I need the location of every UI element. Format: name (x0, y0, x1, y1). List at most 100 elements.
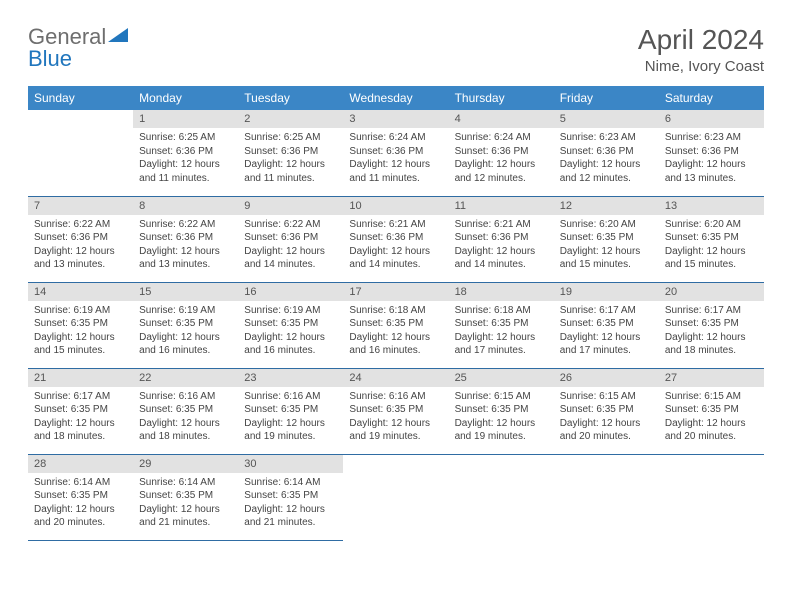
day-number: 4 (449, 110, 554, 128)
daylight-text: Daylight: 12 hours and 18 minutes. (34, 417, 127, 444)
day-cell: 25Sunrise: 6:15 AMSunset: 6:35 PMDayligh… (449, 368, 554, 454)
day-number: 27 (659, 369, 764, 387)
sunrise-text: Sunrise: 6:18 AM (455, 304, 548, 318)
day-details: Sunrise: 6:22 AMSunset: 6:36 PMDaylight:… (133, 215, 238, 275)
day-number: 21 (28, 369, 133, 387)
day-cell: 13Sunrise: 6:20 AMSunset: 6:35 PMDayligh… (659, 196, 764, 282)
daylight-text: Daylight: 12 hours and 13 minutes. (665, 158, 758, 185)
title-block: April 2024 Nime, Ivory Coast (638, 24, 764, 75)
sunset-text: Sunset: 6:35 PM (139, 489, 232, 503)
sunset-text: Sunset: 6:36 PM (455, 145, 548, 159)
daylight-text: Daylight: 12 hours and 17 minutes. (455, 331, 548, 358)
sunset-text: Sunset: 6:35 PM (139, 403, 232, 417)
sunset-text: Sunset: 6:35 PM (244, 403, 337, 417)
day-number: 12 (554, 197, 659, 215)
daylight-text: Daylight: 12 hours and 15 minutes. (560, 245, 653, 272)
daylight-text: Daylight: 12 hours and 20 minutes. (665, 417, 758, 444)
week-row: 7Sunrise: 6:22 AMSunset: 6:36 PMDaylight… (28, 196, 764, 282)
sunrise-text: Sunrise: 6:14 AM (244, 476, 337, 490)
calendar-table: Sunday Monday Tuesday Wednesday Thursday… (28, 86, 764, 541)
day-number: 30 (238, 455, 343, 473)
day-cell: 5Sunrise: 6:23 AMSunset: 6:36 PMDaylight… (554, 110, 659, 196)
day-number: 10 (343, 197, 448, 215)
weekday-header: Wednesday (343, 86, 448, 110)
sunrise-text: Sunrise: 6:21 AM (455, 218, 548, 232)
daylight-text: Daylight: 12 hours and 19 minutes. (455, 417, 548, 444)
sunset-text: Sunset: 6:35 PM (560, 403, 653, 417)
day-number: 29 (133, 455, 238, 473)
sunset-text: Sunset: 6:36 PM (455, 231, 548, 245)
day-number: 22 (133, 369, 238, 387)
day-number: 23 (238, 369, 343, 387)
sunset-text: Sunset: 6:35 PM (665, 231, 758, 245)
day-cell: 3Sunrise: 6:24 AMSunset: 6:36 PMDaylight… (343, 110, 448, 196)
day-number: 15 (133, 283, 238, 301)
day-number: 16 (238, 283, 343, 301)
day-cell: 4Sunrise: 6:24 AMSunset: 6:36 PMDaylight… (449, 110, 554, 196)
day-cell (659, 454, 764, 540)
sunset-text: Sunset: 6:36 PM (139, 145, 232, 159)
sunrise-text: Sunrise: 6:22 AM (139, 218, 232, 232)
sunset-text: Sunset: 6:36 PM (349, 231, 442, 245)
weekday-header: Tuesday (238, 86, 343, 110)
weekday-row: Sunday Monday Tuesday Wednesday Thursday… (28, 86, 764, 110)
day-cell: 8Sunrise: 6:22 AMSunset: 6:36 PMDaylight… (133, 196, 238, 282)
day-cell: 6Sunrise: 6:23 AMSunset: 6:36 PMDaylight… (659, 110, 764, 196)
daylight-text: Daylight: 12 hours and 11 minutes. (244, 158, 337, 185)
sunset-text: Sunset: 6:36 PM (34, 231, 127, 245)
day-details: Sunrise: 6:16 AMSunset: 6:35 PMDaylight:… (238, 387, 343, 447)
day-cell: 10Sunrise: 6:21 AMSunset: 6:36 PMDayligh… (343, 196, 448, 282)
day-details: Sunrise: 6:23 AMSunset: 6:36 PMDaylight:… (554, 128, 659, 188)
sunset-text: Sunset: 6:36 PM (139, 231, 232, 245)
daylight-text: Daylight: 12 hours and 16 minutes. (349, 331, 442, 358)
sunrise-text: Sunrise: 6:18 AM (349, 304, 442, 318)
weekday-header: Monday (133, 86, 238, 110)
sunrise-text: Sunrise: 6:25 AM (139, 131, 232, 145)
day-number: 14 (28, 283, 133, 301)
day-cell: 23Sunrise: 6:16 AMSunset: 6:35 PMDayligh… (238, 368, 343, 454)
daylight-text: Daylight: 12 hours and 16 minutes. (139, 331, 232, 358)
daylight-text: Daylight: 12 hours and 14 minutes. (455, 245, 548, 272)
day-cell: 26Sunrise: 6:15 AMSunset: 6:35 PMDayligh… (554, 368, 659, 454)
sunrise-text: Sunrise: 6:20 AM (560, 218, 653, 232)
day-number: 17 (343, 283, 448, 301)
day-details: Sunrise: 6:25 AMSunset: 6:36 PMDaylight:… (133, 128, 238, 188)
weekday-header: Friday (554, 86, 659, 110)
daylight-text: Daylight: 12 hours and 20 minutes. (560, 417, 653, 444)
day-number: 1 (133, 110, 238, 128)
day-number: 19 (554, 283, 659, 301)
sunrise-text: Sunrise: 6:22 AM (244, 218, 337, 232)
sunrise-text: Sunrise: 6:22 AM (34, 218, 127, 232)
day-cell: 20Sunrise: 6:17 AMSunset: 6:35 PMDayligh… (659, 282, 764, 368)
day-details: Sunrise: 6:24 AMSunset: 6:36 PMDaylight:… (449, 128, 554, 188)
day-cell: 29Sunrise: 6:14 AMSunset: 6:35 PMDayligh… (133, 454, 238, 540)
sunset-text: Sunset: 6:35 PM (560, 317, 653, 331)
day-details: Sunrise: 6:14 AMSunset: 6:35 PMDaylight:… (238, 473, 343, 533)
day-details: Sunrise: 6:23 AMSunset: 6:36 PMDaylight:… (659, 128, 764, 188)
day-details: Sunrise: 6:16 AMSunset: 6:35 PMDaylight:… (343, 387, 448, 447)
day-number: 9 (238, 197, 343, 215)
daylight-text: Daylight: 12 hours and 11 minutes. (349, 158, 442, 185)
sunset-text: Sunset: 6:35 PM (244, 317, 337, 331)
day-number: 26 (554, 369, 659, 387)
triangle-icon (108, 26, 130, 49)
daylight-text: Daylight: 12 hours and 18 minutes. (139, 417, 232, 444)
daylight-text: Daylight: 12 hours and 12 minutes. (560, 158, 653, 185)
day-cell: 17Sunrise: 6:18 AMSunset: 6:35 PMDayligh… (343, 282, 448, 368)
daylight-text: Daylight: 12 hours and 15 minutes. (34, 331, 127, 358)
day-cell: 18Sunrise: 6:18 AMSunset: 6:35 PMDayligh… (449, 282, 554, 368)
daylight-text: Daylight: 12 hours and 20 minutes. (34, 503, 127, 530)
day-cell: 1Sunrise: 6:25 AMSunset: 6:36 PMDaylight… (133, 110, 238, 196)
sunset-text: Sunset: 6:36 PM (244, 145, 337, 159)
day-cell (28, 110, 133, 196)
page-header: General April 2024 Nime, Ivory Coast (28, 24, 764, 74)
day-cell: 9Sunrise: 6:22 AMSunset: 6:36 PMDaylight… (238, 196, 343, 282)
day-details: Sunrise: 6:20 AMSunset: 6:35 PMDaylight:… (659, 215, 764, 275)
day-details: Sunrise: 6:15 AMSunset: 6:35 PMDaylight:… (554, 387, 659, 447)
sunrise-text: Sunrise: 6:23 AM (560, 131, 653, 145)
daylight-text: Daylight: 12 hours and 19 minutes. (349, 417, 442, 444)
sunrise-text: Sunrise: 6:14 AM (34, 476, 127, 490)
sunrise-text: Sunrise: 6:19 AM (139, 304, 232, 318)
daylight-text: Daylight: 12 hours and 15 minutes. (665, 245, 758, 272)
sunset-text: Sunset: 6:36 PM (244, 231, 337, 245)
